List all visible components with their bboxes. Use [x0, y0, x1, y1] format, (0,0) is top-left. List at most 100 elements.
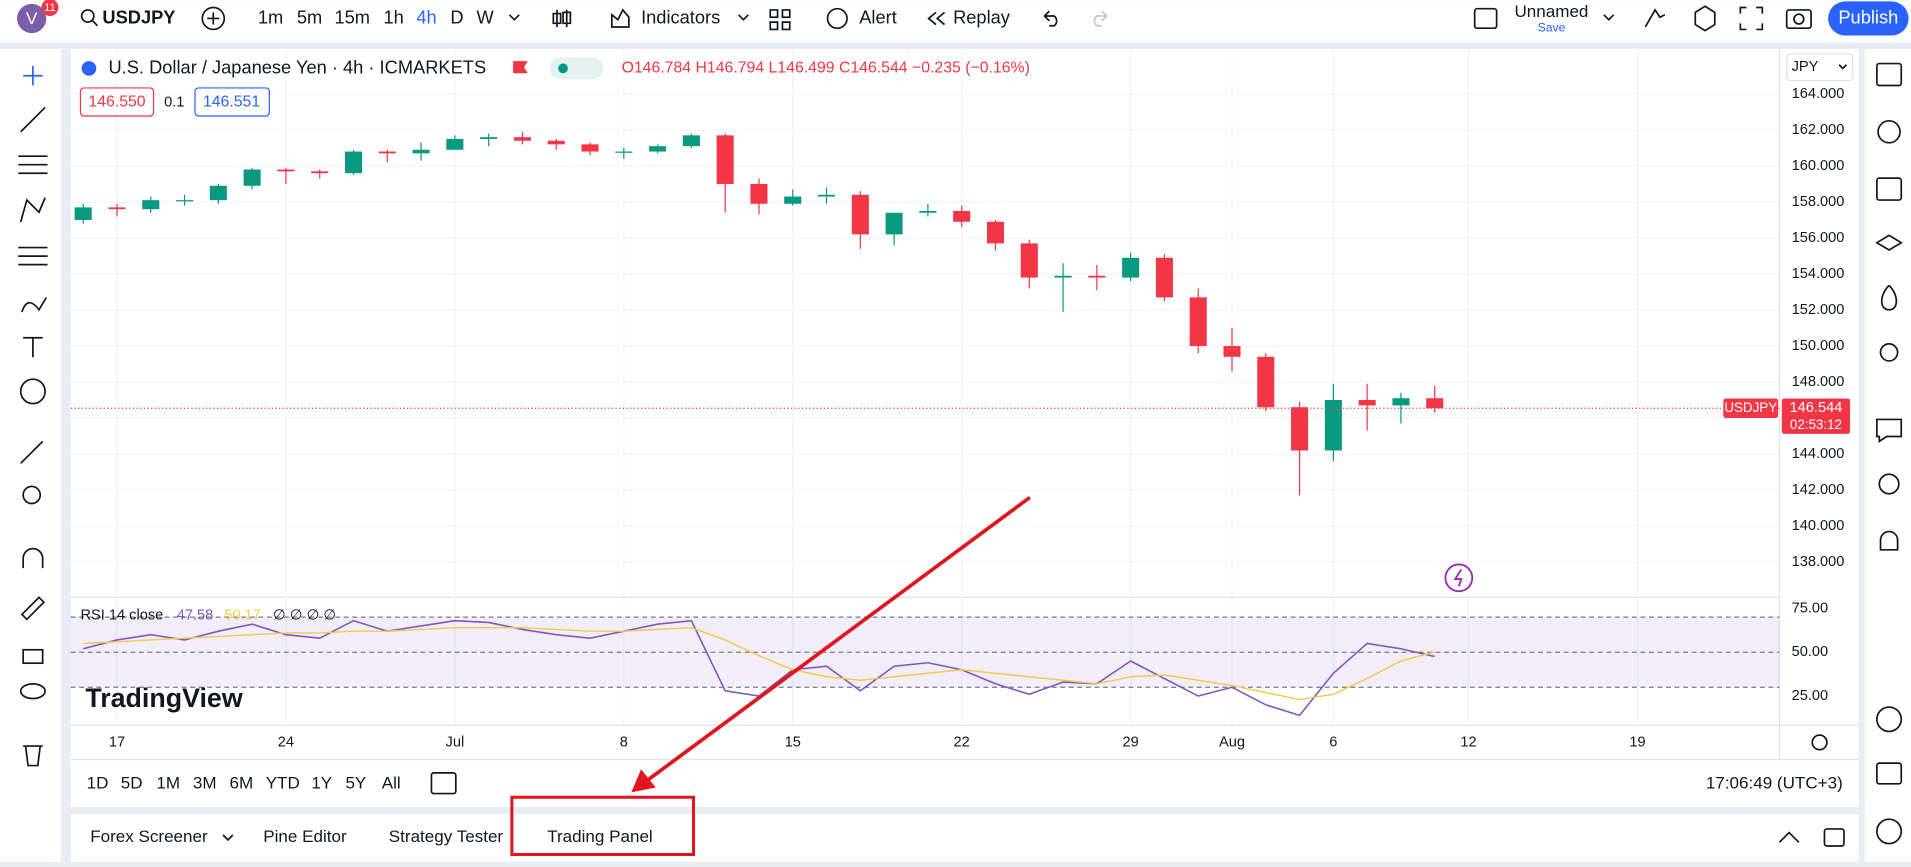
- templates-button[interactable]: [769, 9, 791, 31]
- replay-button[interactable]: Replay: [953, 6, 1011, 27]
- event-marker[interactable]: [1444, 563, 1474, 593]
- hide-tool[interactable]: [19, 683, 46, 700]
- notifications-button[interactable]: [1879, 530, 1899, 551]
- range-button[interactable]: 1D: [87, 773, 109, 792]
- object-tree-button[interactable]: [1875, 234, 1903, 252]
- settings-button[interactable]: [1694, 5, 1716, 32]
- range-button[interactable]: 6M: [229, 773, 253, 792]
- axis-settings[interactable]: [1811, 734, 1828, 751]
- interval-button[interactable]: W: [476, 6, 494, 27]
- screenshot-button[interactable]: [1785, 9, 1812, 30]
- arrow-head: [631, 769, 656, 793]
- streams-button[interactable]: [1878, 473, 1900, 495]
- range-button[interactable]: 1Y: [311, 773, 332, 792]
- candle-body: [851, 194, 869, 235]
- compare-button[interactable]: [201, 6, 226, 31]
- range-button[interactable]: 5D: [121, 773, 143, 792]
- save-label[interactable]: Save: [1538, 20, 1566, 34]
- dom-button[interactable]: [1876, 706, 1903, 733]
- interval-button[interactable]: 5m: [297, 6, 322, 27]
- hotlists-button[interactable]: [1880, 284, 1898, 311]
- y-tick-label: 140.000: [1792, 518, 1845, 534]
- emoji-tool[interactable]: [19, 378, 46, 405]
- remove-tool[interactable]: [23, 745, 43, 767]
- sell-button[interactable]: [79, 87, 155, 117]
- candle-body: [1392, 398, 1410, 406]
- layout-name[interactable]: Unnamed: [1515, 2, 1589, 21]
- interval-button[interactable]: 4h: [416, 6, 436, 27]
- publish-button[interactable]: [1828, 1, 1909, 36]
- pattern-tool[interactable]: [19, 197, 46, 223]
- interval-dropdown[interactable]: [508, 14, 520, 21]
- alert-button[interactable]: Alert: [859, 6, 897, 27]
- zoom-tool[interactable]: [22, 485, 42, 505]
- trend-line-tool[interactable]: [20, 106, 46, 133]
- fib-tool[interactable]: [18, 155, 48, 175]
- indicators-button[interactable]: Indicators: [641, 6, 720, 27]
- avatar[interactable]: [17, 3, 47, 34]
- collapse-panel[interactable]: [1778, 831, 1800, 843]
- range-button[interactable]: 1M: [156, 773, 180, 792]
- brush-tool[interactable]: [21, 297, 48, 313]
- badge-count: 11: [44, 2, 55, 14]
- measure-tool[interactable]: [20, 440, 44, 464]
- calendar-button[interactable]: [1876, 762, 1903, 785]
- undo-button[interactable]: [1043, 10, 1058, 27]
- range-group: 1D 5D 1M 3M 6M YTD 1Y 5Y All: [87, 773, 401, 792]
- x-tick-label: Aug: [1219, 734, 1245, 750]
- highlight-box: [510, 795, 695, 857]
- data-window-button[interactable]: [1876, 177, 1903, 201]
- x-tick-label: 12: [1460, 734, 1476, 750]
- magnet-tool[interactable]: [22, 547, 44, 569]
- fullscreen-button[interactable]: [1739, 6, 1764, 31]
- text-tool[interactable]: [23, 336, 43, 358]
- layout-dropdown[interactable]: [1603, 14, 1615, 21]
- ideas-button[interactable]: [1879, 343, 1899, 362]
- drawing-tools: [18, 65, 48, 767]
- quick-search[interactable]: [1644, 8, 1666, 28]
- interval-button[interactable]: 15m: [334, 6, 370, 27]
- interval-button[interactable]: 1m: [258, 6, 283, 27]
- chart-type-button[interactable]: [552, 9, 572, 27]
- stay-drawing-tool[interactable]: [20, 596, 46, 621]
- crosshair-tool[interactable]: [23, 65, 43, 86]
- range-button[interactable]: 5Y: [345, 773, 366, 792]
- interval-button[interactable]: D: [450, 6, 463, 27]
- candle-body: [1088, 275, 1106, 278]
- indicators-dropdown[interactable]: [737, 14, 749, 21]
- panel-tab[interactable]: Trading Panel: [547, 827, 653, 846]
- bottom-panel: [70, 814, 1859, 862]
- range-button[interactable]: All: [382, 773, 401, 792]
- goto-date-button[interactable]: [430, 772, 457, 795]
- maximize-panel[interactable]: [1823, 828, 1845, 847]
- chat-button[interactable]: [1876, 418, 1903, 443]
- y-tick-label: 154.000: [1792, 266, 1845, 282]
- lock-tool[interactable]: [22, 648, 44, 665]
- interval-button[interactable]: 1h: [383, 6, 403, 27]
- market-flag: [513, 61, 528, 74]
- buy-button[interactable]: [194, 87, 270, 117]
- panel-tab[interactable]: Strategy Tester: [389, 827, 504, 846]
- search-icon: [80, 9, 95, 23]
- panel-tab[interactable]: Forex Screener: [90, 827, 208, 846]
- candle-body: [209, 185, 227, 201]
- screener-dropdown[interactable]: [222, 834, 234, 842]
- spread: 0.1: [164, 94, 184, 110]
- range-button[interactable]: YTD: [266, 773, 300, 792]
- candle-body: [953, 210, 971, 222]
- alerts-button[interactable]: [1877, 119, 1901, 144]
- currency-select[interactable]: [1786, 53, 1854, 82]
- range-button[interactable]: 3M: [193, 773, 217, 792]
- redo-button[interactable]: [1093, 10, 1108, 27]
- symbol-search[interactable]: USDJPY: [102, 6, 175, 27]
- forecast-tool[interactable]: [18, 246, 48, 266]
- candle-body: [243, 169, 261, 186]
- layout-icon: [1473, 7, 1498, 30]
- top-bar: [0, 0, 1911, 43]
- candle-body: [277, 169, 295, 172]
- panel-tab[interactable]: Pine Editor: [263, 827, 347, 846]
- candle-body: [818, 194, 836, 197]
- help-button[interactable]: [1876, 818, 1903, 845]
- watchlist-button[interactable]: [1876, 62, 1903, 87]
- candle-body: [480, 137, 498, 139]
